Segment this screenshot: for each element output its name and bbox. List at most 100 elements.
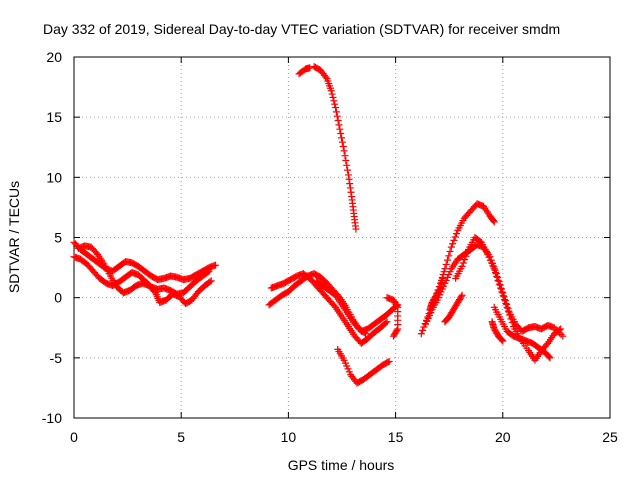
data-point [335,121,343,129]
data-point [499,292,507,300]
chart-title: Day 332 of 2019, Sidereal Day-to-day VTE… [43,21,560,37]
y-tick-label: 0 [54,290,62,306]
data-point [501,296,509,304]
data-point [447,243,455,251]
x-axis-label: GPS time / hours [288,457,395,473]
data-point [508,319,516,327]
data-point [442,317,450,325]
data-point [490,218,498,226]
data-point [333,112,341,120]
data-point [337,130,345,138]
data-point [555,326,563,334]
series-track-8 [295,64,314,78]
series-track-16 [490,303,554,362]
data-point [332,108,340,116]
y-tick-label: 15 [46,109,62,125]
data-point [342,156,350,164]
series-track-15 [441,291,466,326]
data-point [445,252,453,260]
data-point [419,326,427,334]
data-point [459,259,467,267]
data-point [344,166,352,174]
data-point [330,97,338,105]
series-track-9 [334,345,393,387]
data-points [70,63,567,387]
data-point [506,311,514,319]
data-point [327,87,335,95]
y-tick-label: 5 [54,230,62,246]
data-point [346,180,354,188]
data-point [546,354,554,362]
data-point [383,318,391,326]
data-point [550,324,558,332]
data-point [495,280,503,288]
data-point [344,171,352,179]
data-point [442,260,450,268]
data-point [389,332,397,340]
data-point [207,277,215,285]
data-point [441,318,449,326]
data-point [341,152,349,160]
y-tick-label: 10 [46,169,62,185]
data-point [331,100,339,108]
data-point [332,104,340,112]
series-track-10 [383,294,402,340]
data-point [338,138,346,146]
data-point [498,336,506,344]
data-point [382,319,390,327]
data-point [499,337,507,345]
data-point [336,125,344,133]
data-point [347,188,355,196]
data-point [328,90,336,98]
y-tick-label: 20 [46,49,62,65]
data-point [559,332,567,340]
data-point [507,315,515,323]
data-point [339,143,347,151]
data-point [384,358,392,366]
data-point [346,184,354,192]
series-track-17 [488,318,507,345]
series-track-6 [312,277,402,335]
data-point [462,252,470,260]
data-point [493,272,501,280]
data-point [206,278,214,286]
axis-ticks: 0 5 10 15 20 25 -10 -5 0 5 10 15 20 [42,49,618,445]
data-point [497,284,505,292]
series-track-14 [426,274,447,314]
y-tick-label: -10 [42,410,62,426]
x-tick-label: 5 [177,429,185,445]
grid [74,57,610,418]
data-point [502,299,510,307]
data-point [494,276,502,284]
data-point [452,230,460,238]
data-point [393,302,401,310]
series-track-3 [74,242,215,308]
x-tick-label: 0 [70,429,78,445]
data-point [204,268,212,276]
data-point [329,93,337,101]
data-point [490,265,498,273]
data-point [385,357,393,365]
data-point [461,256,469,264]
data-point [334,117,342,125]
data-point [489,217,497,225]
data-point [338,134,346,142]
data-point [343,161,351,169]
data-point [443,256,451,264]
data-point [352,225,360,233]
series-track-7 [310,63,360,233]
data-point [345,175,353,183]
x-tick-label: 10 [281,429,297,445]
data-point [340,147,348,155]
data-point [458,262,466,270]
data-point [322,73,330,81]
x-tick-label: 20 [495,429,511,445]
data-point [205,267,213,275]
data-point [441,265,449,273]
data-point [426,306,434,314]
data-point [451,233,459,241]
y-tick-label: -5 [50,350,63,366]
data-point [463,249,471,257]
data-point [212,261,220,269]
